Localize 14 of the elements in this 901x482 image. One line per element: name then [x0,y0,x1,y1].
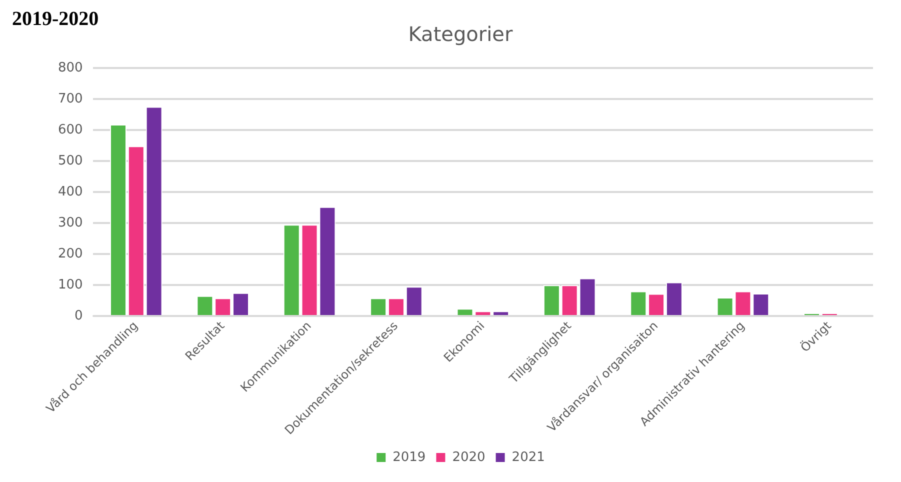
legend-label: 2021 [512,450,545,465]
y-tick-label: 100 [58,277,83,292]
y-tick-label: 400 [58,184,83,200]
y-tick-label: 700 [58,91,83,106]
legend-label: 2019 [392,450,426,465]
legend-label: 2020 [452,450,486,465]
text: 2019-2020 [12,8,99,30]
y-tick-label: 300 [58,215,83,230]
chart-title: Kategorier [408,22,514,46]
y-tick-label: 800 [58,60,83,76]
y-tick-label: 500 [58,153,83,168]
y-tick-label: 600 [58,122,83,138]
y-tick-label: 0 [74,308,83,324]
y-tick-label: 200 [58,246,83,262]
